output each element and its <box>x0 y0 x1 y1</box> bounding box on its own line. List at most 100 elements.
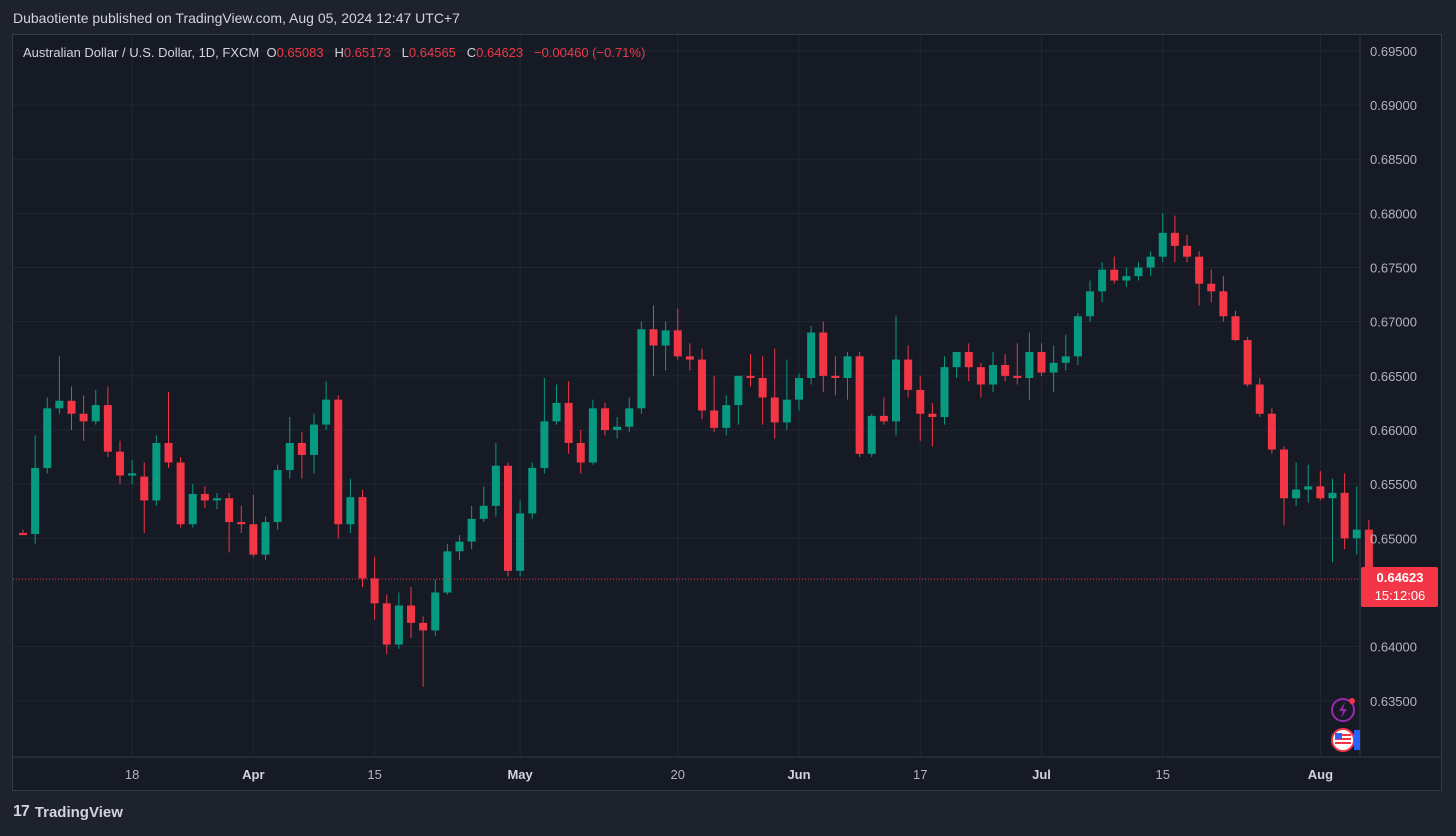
candle-body <box>91 405 100 422</box>
candle-body <box>807 332 816 378</box>
us-flag-icon[interactable] <box>1331 728 1360 752</box>
high-value: 0.65173 <box>343 45 391 60</box>
candle-body <box>382 603 391 645</box>
candle-body <box>103 405 112 452</box>
candle-body <box>164 443 173 463</box>
candle <box>504 462 512 577</box>
candle <box>455 535 464 560</box>
candle-body <box>310 424 318 455</box>
candle <box>1292 462 1301 506</box>
candle-body <box>213 498 221 501</box>
candle <box>1231 310 1240 342</box>
candle-body <box>140 476 149 501</box>
candle-body <box>1086 291 1094 317</box>
candle <box>1328 478 1337 563</box>
candle-body <box>613 426 622 430</box>
candle <box>1304 464 1313 503</box>
price-tick-label: 0.68500 <box>1370 152 1417 167</box>
candle <box>637 321 646 414</box>
candle-body <box>649 329 658 346</box>
candle <box>19 529 27 536</box>
candle <box>176 457 185 528</box>
candle <box>819 321 828 393</box>
candle <box>831 356 840 396</box>
candle <box>576 430 585 474</box>
candle-body <box>1158 232 1167 257</box>
candle <box>734 375 743 425</box>
candles <box>19 213 1373 687</box>
candle-body <box>249 524 258 555</box>
candle <box>358 489 367 588</box>
candle <box>443 543 452 595</box>
candle <box>613 417 622 439</box>
candle <box>91 389 100 425</box>
candle <box>140 462 149 533</box>
candle-body <box>892 359 900 422</box>
candle-body <box>758 378 767 398</box>
candle <box>1001 354 1010 382</box>
open-label: O <box>266 45 277 60</box>
candle-body <box>1183 245 1191 257</box>
candle <box>249 495 258 557</box>
candle <box>467 505 476 550</box>
candle <box>1280 446 1288 526</box>
symbol-label[interactable]: Australian Dollar / U.S. Dollar, 1D, FXC… <box>23 45 260 60</box>
lightning-icon[interactable] <box>1331 698 1355 722</box>
candle <box>649 305 658 376</box>
candle-body <box>1122 276 1131 281</box>
candle-body <box>1243 340 1252 385</box>
candle <box>782 359 791 430</box>
candle <box>67 386 76 430</box>
candle <box>370 556 379 620</box>
candle-body <box>152 443 161 501</box>
candle <box>904 345 913 398</box>
low-value: 0.64565 <box>408 45 456 60</box>
candle-body <box>734 375 743 406</box>
brand-name: TradingView <box>34 803 123 821</box>
candle <box>843 352 852 400</box>
tradingview-footer[interactable]: 17 TradingView <box>13 803 123 821</box>
candle-body <box>722 405 731 428</box>
candle <box>1219 276 1228 322</box>
candle-body <box>867 415 876 454</box>
candle-body <box>1025 352 1034 378</box>
candle <box>43 397 52 474</box>
candle-body <box>225 498 234 523</box>
candle <box>855 352 864 458</box>
candle-body <box>1170 232 1179 246</box>
candle-body <box>1219 291 1228 317</box>
date-tick-label: 20 <box>671 767 685 782</box>
bar-countdown-label: 15:12:06 <box>1375 588 1426 603</box>
candle <box>103 386 112 458</box>
candle <box>952 352 961 378</box>
candle <box>431 579 440 636</box>
candle <box>867 413 876 458</box>
candle <box>1267 408 1276 454</box>
change-value: −0.00460 (−0.71%) <box>533 45 646 60</box>
candle <box>625 397 634 433</box>
price-tick-label: 0.66500 <box>1370 369 1417 384</box>
candle-body <box>479 505 488 519</box>
candle-body <box>1231 316 1240 341</box>
candle-body <box>685 356 694 360</box>
date-tick-label: 18 <box>125 767 139 782</box>
candle-body <box>1207 283 1216 292</box>
candle-body <box>673 330 682 357</box>
candle <box>128 460 137 485</box>
candle-body <box>188 493 197 525</box>
candle-body <box>661 330 670 346</box>
candle <box>758 356 767 425</box>
candle <box>322 381 331 430</box>
candle-body <box>976 367 985 385</box>
candle-body <box>273 470 282 523</box>
open-value: 0.65083 <box>276 45 324 60</box>
candle-body <box>67 400 76 414</box>
candle-body <box>116 451 124 476</box>
candle-body <box>79 413 88 422</box>
candle <box>588 399 597 465</box>
candle <box>273 464 282 530</box>
date-tick-label: Jun <box>787 767 810 782</box>
candle-body <box>1061 356 1070 363</box>
candle <box>1073 313 1082 365</box>
